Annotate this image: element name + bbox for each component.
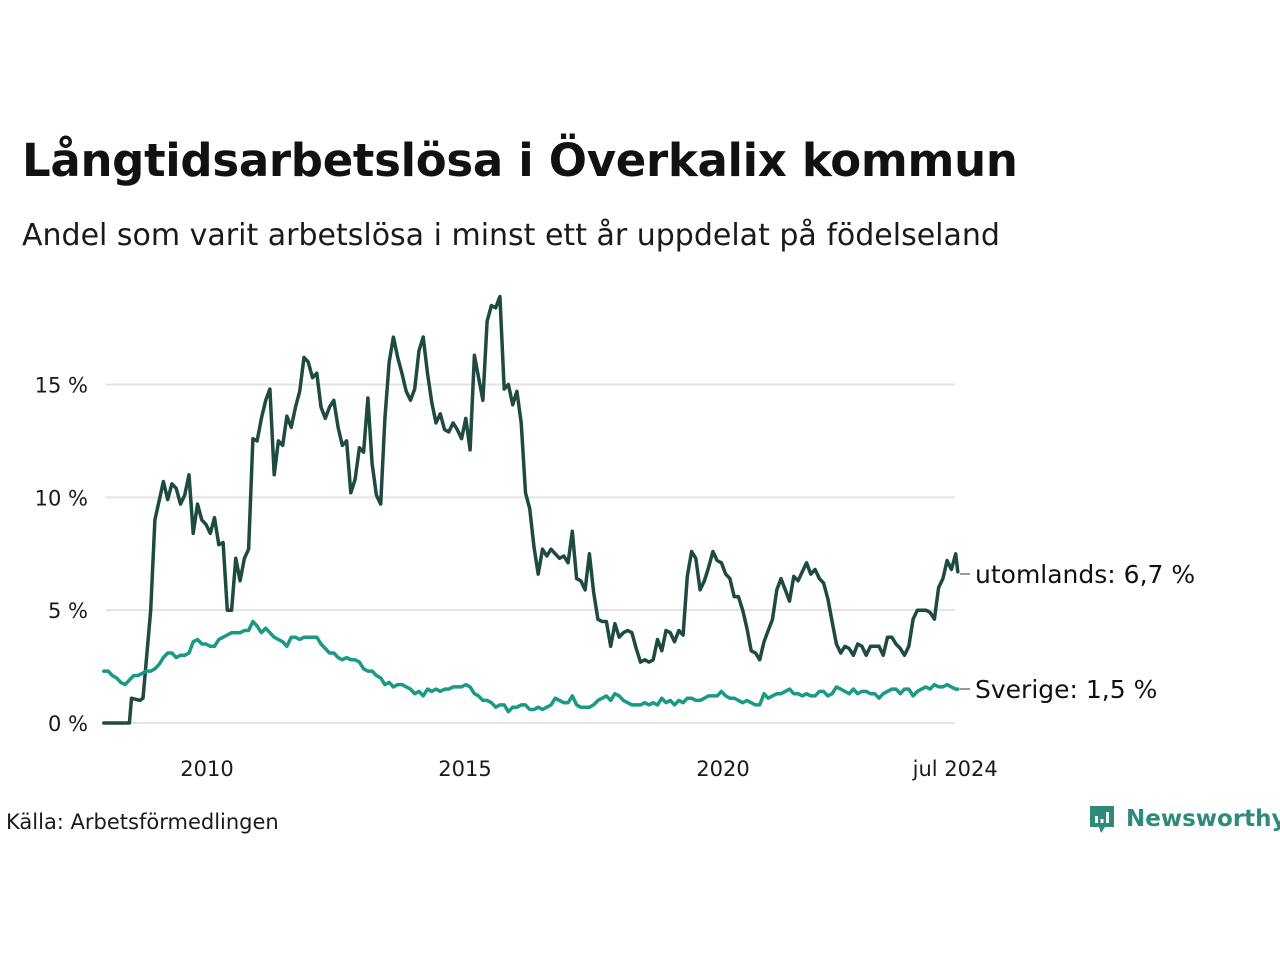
y-tick-label-5: 5 % [48,599,88,623]
newsworthy-logo-icon [1090,806,1114,833]
x-tick-label-3: jul 2024 [912,757,998,781]
x-tick-label-1: 2015 [438,757,491,781]
series-line-utomlands [102,294,960,725]
end-label-sverige: Sverige: 1,5 % [975,675,1157,704]
source-note: Källa: Arbetsförmedlingen [6,810,279,834]
y-axis-tick-labels: 0 % 5 % 10 % 15 % [35,374,88,737]
series-lines [102,294,960,725]
gridlines [106,383,955,724]
chart-title: Långtidsarbetslösa i Överkalix kommun [22,134,1018,187]
y-tick-label-0: 0 % [48,712,88,736]
newsworthy-logo-text: Newsworthy [1126,806,1280,832]
y-tick-label-15: 15 % [35,374,88,398]
end-label-utomlands: utomlands: 6,7 % [975,560,1195,589]
series-end-labels: utomlands: 6,7 % Sverige: 1,5 % [960,560,1195,704]
series-line-sverige [102,619,960,714]
y-tick-label-10: 10 % [35,486,88,510]
chart-subtitle: Andel som varit arbetslösa i minst ett å… [22,218,1000,253]
x-tick-label-2: 2020 [696,757,749,781]
x-tick-label-0: 2010 [180,757,233,781]
line-chart: 0 % 5 % 10 % 15 % 2010 2015 2020 jul 2024 utom… [35,294,1195,781]
x-axis-tick-labels: 2010 2015 2020 jul 2024 [180,757,997,781]
newsworthy-logo: Newsworthy [1088,804,1280,834]
